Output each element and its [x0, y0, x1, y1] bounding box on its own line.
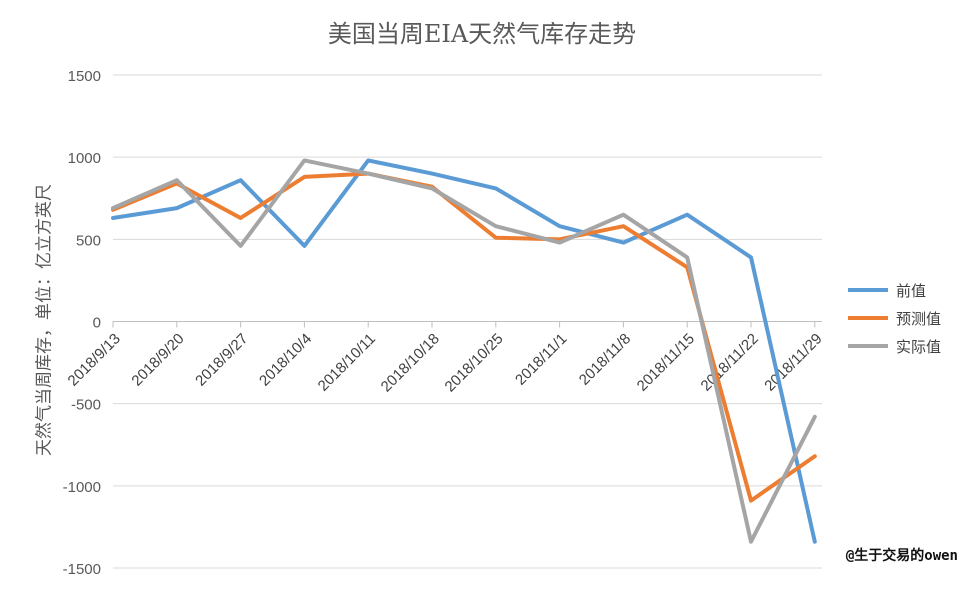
legend-item: 实际值	[848, 332, 941, 360]
legend-swatch	[848, 288, 888, 292]
legend: 前值 预测值 实际值	[848, 276, 941, 360]
x-tick-label: 2018/10/4	[256, 330, 315, 389]
x-tick-label: 2018/9/13	[65, 330, 124, 389]
x-tick-label: 2018/11/15	[634, 330, 698, 394]
y-tick-label: 0	[93, 315, 101, 332]
legend-item: 预测值	[848, 304, 941, 332]
x-tick-label: 2018/11/8	[576, 330, 634, 388]
y-tick-label: 1500	[68, 68, 101, 85]
series-line	[111, 158, 817, 544]
chart-title: 美国当周EIA天然气库存走势	[327, 20, 637, 48]
x-tick-label: 2018/9/27	[192, 330, 251, 389]
y-tick-label: 1000	[68, 150, 101, 167]
x-tick-label: 2018/9/20	[128, 330, 187, 389]
y-tick-label: -500	[71, 397, 101, 414]
legend-label: 实际值	[896, 337, 942, 356]
legend-label: 预测值	[896, 309, 942, 328]
x-tick-label: 2018/10/25	[442, 330, 507, 395]
x-tick-label: 2018/11/1	[512, 330, 570, 388]
y-tick-label: -1500	[63, 561, 101, 578]
x-tick-label: 2018/10/18	[378, 330, 443, 395]
legend-label: 前值	[896, 281, 927, 300]
series-line	[111, 158, 817, 544]
x-tick-label: 2018/10/11	[315, 330, 379, 394]
legend-swatch	[848, 316, 888, 320]
legend-swatch	[848, 344, 888, 348]
legend-item: 前值	[848, 276, 941, 304]
watermark: @生于交易的owen	[845, 548, 958, 564]
y-tick-label: -1000	[63, 479, 101, 496]
y-tick-label: 500	[76, 232, 101, 249]
